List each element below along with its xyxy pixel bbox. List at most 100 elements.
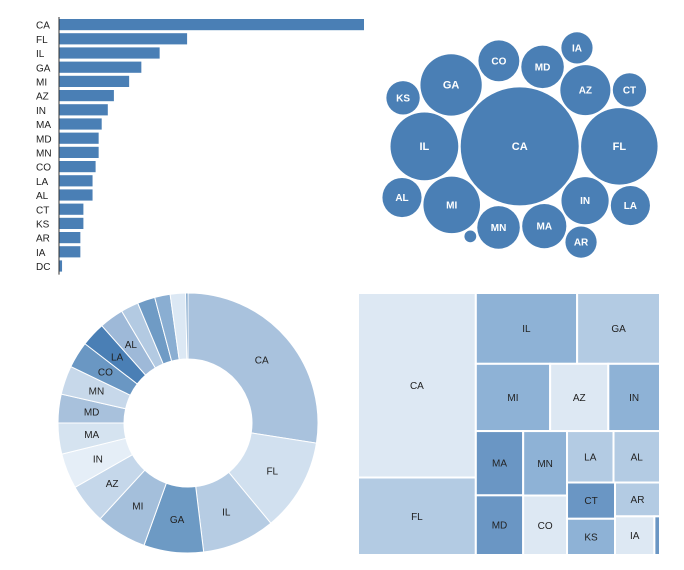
bubble-dc <box>464 230 477 243</box>
bar-ia <box>59 246 81 258</box>
treemap-label-in: IN <box>629 393 639 404</box>
bubble-ga <box>420 54 482 116</box>
bar-label-ct: CT <box>36 205 49 216</box>
treemap-cell-fl <box>357 476 477 557</box>
donut-label-md: MD <box>84 408 100 419</box>
bar-label-ga: GA <box>36 63 51 74</box>
bar-ga <box>59 61 142 73</box>
treemap-label-il: IL <box>522 324 531 335</box>
bubble-chart: CA FL IL GA MI AZ IN MA MD MN CO LA AL CT KS AR IA <box>370 30 670 260</box>
bubble-chart-svg: CA FL IL GA MI AZ IN MA MD MN CO LA AL CT KS AR IA <box>382 32 658 258</box>
treemap-chart: CA FL IL GA MI AZ IN MA MD MN CO LA AL CT KS AR IA <box>355 290 665 560</box>
bubble-ct <box>612 73 647 107</box>
bar-co <box>59 161 96 173</box>
bar-ar <box>59 232 81 244</box>
bubble-label-co: CO <box>491 56 506 67</box>
donut-label-mn: MN <box>89 386 105 397</box>
bubble-mn <box>477 206 520 249</box>
bar-mi <box>59 75 130 87</box>
bubble-ma <box>522 204 567 249</box>
bubble-label-mn: MN <box>491 223 507 234</box>
bar-label-mn: MN <box>36 149 52 160</box>
treemap-label-al: AL <box>631 452 644 463</box>
bubble-label-in: IN <box>580 196 590 207</box>
bar-label-al: AL <box>36 191 49 202</box>
bar-chart: CA FL IL GA MI AZ IN MA MD MN CO LA AL CT KS AR IA DC <box>0 0 380 285</box>
donut-slice-ca <box>187 292 319 444</box>
bar-fl <box>59 33 188 45</box>
treemap-label-mi: MI <box>507 393 518 404</box>
treemap-label-mn: MN <box>537 459 553 470</box>
treemap-label-ma: MA <box>492 459 507 470</box>
bar-label-ma: MA <box>36 120 51 131</box>
treemap-cell-ar <box>614 481 661 518</box>
bubble-label-ga: GA <box>443 79 460 91</box>
bubble-label-ct: CT <box>623 85 636 96</box>
bubble-label-ar: AR <box>574 238 589 249</box>
donut-label-ga: GA <box>170 515 185 526</box>
treemap-cell-co <box>522 494 569 556</box>
bubble-il <box>390 112 459 181</box>
bubble-mi <box>423 176 481 234</box>
bar-chart-svg: CA FL IL GA MI AZ IN MA MD MN CO LA AL CT KS AR IA DC <box>36 17 364 275</box>
treemap-label-az: AZ <box>573 393 586 404</box>
bubble-la <box>610 185 650 226</box>
bar-label-in: IN <box>36 106 46 117</box>
bar-il <box>59 47 160 59</box>
bar-label-ks: KS <box>36 220 50 231</box>
bar-ks <box>59 217 84 229</box>
bar-in <box>59 104 108 116</box>
bar-label-az: AZ <box>36 92 49 103</box>
treemap-cell-ma <box>474 430 525 497</box>
bubble-az <box>560 65 611 116</box>
treemap-cell-dc <box>653 515 661 557</box>
bubble-label-md: MD <box>535 62 551 73</box>
treemap-cell-ca <box>357 292 477 479</box>
bar-la <box>59 175 93 187</box>
bubble-label-la: LA <box>624 201 637 212</box>
treemap-cell-mi <box>474 362 552 433</box>
treemap-chart-svg: CA FL IL GA MI AZ IN MA MD MN CO LA AL CT KS AR IA <box>357 292 662 557</box>
bar-az <box>59 90 114 102</box>
bar-label-mi: MI <box>36 78 47 89</box>
treemap-label-md: MD <box>492 521 508 532</box>
bar-label-md: MD <box>36 134 52 145</box>
bubble-label-az: AZ <box>579 86 592 97</box>
treemap-label-ia: IA <box>630 531 640 542</box>
bar-label-fl: FL <box>36 35 48 46</box>
donut-label-ca: CA <box>255 355 269 366</box>
bubble-label-al: AL <box>395 193 408 204</box>
bubble-ks <box>386 81 420 115</box>
bubble-md <box>521 45 564 89</box>
donut-slice-dc <box>185 292 189 360</box>
donut-label-co: CO <box>98 368 113 379</box>
bubble-co <box>478 40 520 82</box>
bar-mn <box>59 146 99 158</box>
bubble-label-ca: CA <box>512 141 528 153</box>
bubble-label-fl: FL <box>613 141 627 153</box>
treemap-label-ca: CA <box>410 381 424 392</box>
treemap-label-ga: GA <box>611 324 626 335</box>
bar-label-ca: CA <box>36 21 50 32</box>
donut-label-az: AZ <box>106 479 119 490</box>
donut-label-ma: MA <box>84 430 99 441</box>
treemap-label-ar: AR <box>631 495 645 506</box>
treemap-label-la: LA <box>584 452 597 463</box>
bar-ma <box>59 118 102 130</box>
treemap-label-ct: CT <box>584 496 597 507</box>
bar-ct <box>59 203 84 215</box>
bubble-label-ia: IA <box>572 43 582 54</box>
treemap-cell-ks <box>566 517 617 557</box>
donut-label-in: IN <box>93 454 103 465</box>
donut-label-al: AL <box>125 340 138 351</box>
bar-ca <box>59 19 364 31</box>
treemap-label-co: CO <box>538 521 553 532</box>
treemap-cell-in <box>607 362 661 433</box>
treemap-label-fl: FL <box>411 512 423 523</box>
bubble-label-ks: KS <box>396 93 410 104</box>
bubble-label-ma: MA <box>536 222 552 233</box>
bubble-label-mi: MI <box>446 200 457 211</box>
bar-md <box>59 132 99 144</box>
donut-chart: CA FL IL GA MI AZ IN MA MD MN CO LA AL <box>50 290 330 560</box>
